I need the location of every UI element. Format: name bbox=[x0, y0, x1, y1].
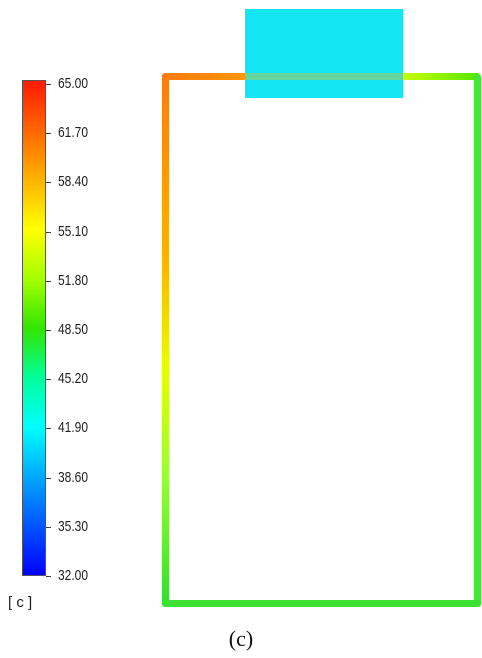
scale-tick-label: 61.70 bbox=[58, 124, 89, 142]
scale-tick-label: 51.80 bbox=[58, 271, 89, 289]
scale-tick-mark bbox=[46, 477, 51, 479]
scale-tick-label: 32.00 bbox=[58, 567, 89, 584]
scale-tick-mark bbox=[46, 231, 51, 233]
scale-tick-label: 58.40 bbox=[58, 173, 89, 191]
figure-caption: (c) bbox=[228, 626, 254, 651]
pipe-right-wall bbox=[474, 74, 481, 606]
scale-tick-mark bbox=[46, 133, 51, 135]
scale-tick-label: 45.20 bbox=[58, 370, 89, 388]
scale-tick-mark bbox=[46, 428, 51, 430]
heat-source-block bbox=[245, 9, 403, 98]
temperature-color-scale bbox=[22, 80, 46, 576]
pipe-left-wall bbox=[162, 76, 169, 606]
scale-tick-mark bbox=[46, 330, 51, 331]
scale-tick-mark bbox=[46, 379, 51, 381]
scale-tick-label: 38.60 bbox=[58, 468, 89, 486]
scale-tick-label: 48.50 bbox=[58, 321, 89, 338]
unit-label: [ c ] bbox=[8, 594, 33, 611]
scale-tick-label: 65.00 bbox=[58, 75, 89, 92]
scale-tick-label: 55.10 bbox=[58, 222, 89, 240]
scale-tick-mark bbox=[46, 182, 51, 184]
pipe-bottom-wall bbox=[162, 600, 481, 607]
scale-tick-label: 35.30 bbox=[58, 517, 89, 535]
scale-tick-mark bbox=[46, 280, 51, 282]
scale-tick-mark bbox=[46, 84, 51, 85]
scale-tick-label: 41.90 bbox=[58, 419, 89, 437]
scale-tick-mark bbox=[46, 576, 51, 577]
scale-tick-mark bbox=[46, 526, 51, 528]
